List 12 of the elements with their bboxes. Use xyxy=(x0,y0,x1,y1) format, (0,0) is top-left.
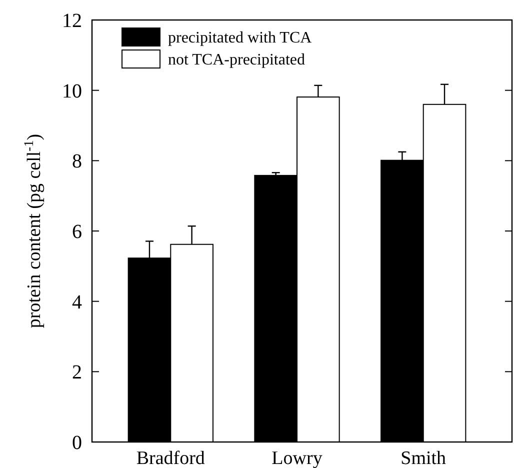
y-tick-label: 0 xyxy=(72,432,82,454)
y-tick-label: 6 xyxy=(72,221,82,243)
x-tick-label: Lowry xyxy=(272,448,323,468)
x-tick-label: Smith xyxy=(400,448,447,468)
y-tick-label: 12 xyxy=(62,10,82,32)
y-tick-label: 10 xyxy=(62,80,82,102)
x-tick-label: Bradford xyxy=(136,448,206,468)
legend-label: precipitated with TCA xyxy=(168,30,312,47)
y-tick-label: 8 xyxy=(72,150,82,173)
y-tick-label: 4 xyxy=(72,291,82,314)
legend-label: not TCA-precipitated xyxy=(168,52,305,69)
y-tick-label: 2 xyxy=(72,362,82,384)
